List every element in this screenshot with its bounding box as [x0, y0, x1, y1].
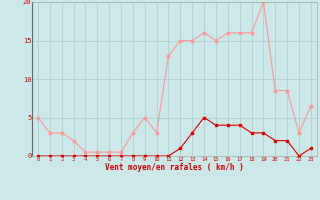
X-axis label: Vent moyen/en rafales ( km/h ): Vent moyen/en rafales ( km/h )	[105, 163, 244, 172]
